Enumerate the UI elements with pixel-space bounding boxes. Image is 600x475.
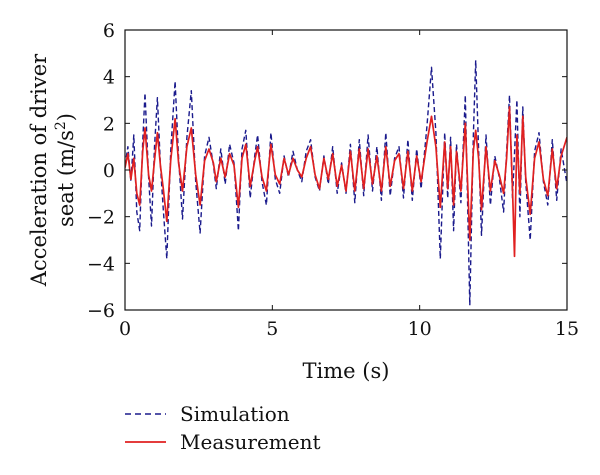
y-axis-title-line2: seat (m/s2) — [53, 113, 78, 227]
y-tick-label: −4 — [87, 253, 115, 275]
y-tick-label: −6 — [87, 300, 115, 322]
x-tick-label: 5 — [266, 318, 278, 340]
y-tick-label: 2 — [103, 113, 115, 135]
legend-measurement-label: Measurement — [180, 430, 321, 454]
y-axis-title: Acceleration of driver seat (m/s2) — [27, 53, 78, 287]
x-axis-title: Time (s) — [303, 359, 390, 383]
y-tick-label: 6 — [103, 20, 115, 42]
y-axis-title-unit-sup: 2 — [53, 121, 69, 130]
x-tick-label: 15 — [555, 318, 579, 340]
legend-simulation-label: Simulation — [180, 402, 290, 426]
x-tick-label: 10 — [408, 318, 432, 340]
x-tick-label: 0 — [119, 318, 131, 340]
y-axis-title-unit-pre: seat (m/s — [54, 130, 78, 227]
y-tick-label: 4 — [103, 67, 115, 89]
legend: Simulation Measurement — [125, 402, 321, 454]
y-axis-title-unit-post: ) — [54, 113, 78, 121]
series-line-simulation — [125, 59, 567, 306]
y-tick-label: 0 — [103, 160, 115, 182]
series-layer — [125, 59, 567, 306]
y-axis-title-line1: Acceleration of driver — [27, 53, 51, 287]
y-tick-label: −2 — [87, 207, 115, 229]
series-line-measurement — [125, 106, 567, 258]
plot-frame — [124, 29, 568, 311]
tick-layer: 0 5 10 15 −6 −4 −2 0 2 4 6 — [87, 20, 579, 340]
